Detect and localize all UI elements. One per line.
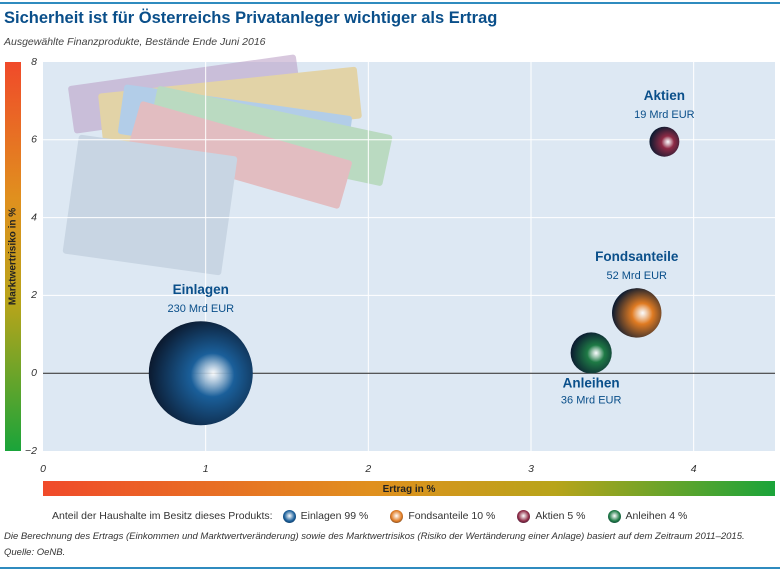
legend-dot-fondsanteile	[390, 509, 404, 523]
bubble-value-fondsanteile: 52 Mrd EUR	[606, 270, 667, 282]
bubble-fondsanteile	[612, 288, 662, 338]
bubble-einlagen	[148, 321, 253, 426]
legend-label: Anteil der Haushalte im Besitz dieses Pr…	[52, 510, 273, 522]
y-tick-label: 8	[31, 56, 37, 68]
chart-title: Sicherheit ist für Österreichs Privatanl…	[4, 9, 498, 27]
source-note: Quelle: OeNB.	[4, 547, 66, 558]
x-tick-label: 0	[40, 463, 46, 475]
chart-subtitle: Ausgewählte Finanzprodukte, Bestände End…	[4, 36, 266, 48]
banknote-shape	[128, 101, 352, 209]
banknote-illustration	[62, 54, 393, 276]
legend-item-einlagen: Einlagen 99 %	[282, 509, 369, 523]
x-tick-label: 4	[691, 463, 697, 475]
x-axis-label: Ertrag in %	[383, 484, 436, 495]
bubble-label-anleihen: Anleihen	[563, 376, 620, 391]
legend-text-anleihen: Anleihen 4 %	[625, 510, 688, 522]
y-tick-label: 0	[31, 367, 37, 379]
bubble-label-aktien: Aktien	[644, 88, 685, 103]
bubble-label-einlagen: Einlagen	[173, 282, 229, 297]
x-tick-label: 1	[203, 463, 209, 475]
legend-item-anleihen: Anleihen 4 %	[607, 509, 688, 523]
y-tick-label: 6	[31, 134, 37, 146]
bubble-value-einlagen: 230 Mrd EUR	[167, 303, 234, 315]
x-tick-label: 2	[364, 463, 371, 475]
legend-text-fondsanteile: Fondsanteile 10 %	[408, 510, 496, 522]
bubble-value-anleihen: 36 Mrd EUR	[561, 395, 622, 407]
x-tick-label: 3	[528, 463, 534, 475]
footnote: Die Berechnung des Ertrags (Einkommen un…	[4, 531, 745, 542]
legend-text-einlagen: Einlagen 99 %	[300, 510, 369, 522]
bubble-label-fondsanteile: Fondsanteile	[595, 249, 679, 264]
y-axis-label: Marktwertrisiko in %	[8, 208, 19, 305]
legend-dot-aktien	[517, 509, 531, 523]
bubble-aktien	[649, 126, 680, 157]
legend: Anteil der Haushalte im Besitz dieses Pr…	[52, 508, 709, 524]
y-tick-label: 4	[31, 211, 37, 223]
legend-text-aktien: Aktien 5 %	[535, 510, 586, 522]
banknote-shape	[62, 134, 238, 276]
legend-dot-einlagen	[282, 509, 296, 523]
bubble-value-aktien: 19 Mrd EUR	[634, 109, 695, 121]
y-tick-label: −2	[25, 445, 37, 457]
legend-item-aktien: Aktien 5 %	[517, 509, 586, 523]
bottom-accent-line	[0, 567, 780, 569]
y-axis-gradient-bar	[5, 62, 21, 451]
bubble-anleihen	[570, 332, 612, 374]
y-tick-label: 2	[30, 289, 37, 301]
legend-item-fondsanteile: Fondsanteile 10 %	[390, 509, 496, 523]
x-axis-gradient-bar	[43, 481, 775, 496]
legend-dot-anleihen	[607, 509, 621, 523]
top-accent-line	[0, 2, 780, 4]
